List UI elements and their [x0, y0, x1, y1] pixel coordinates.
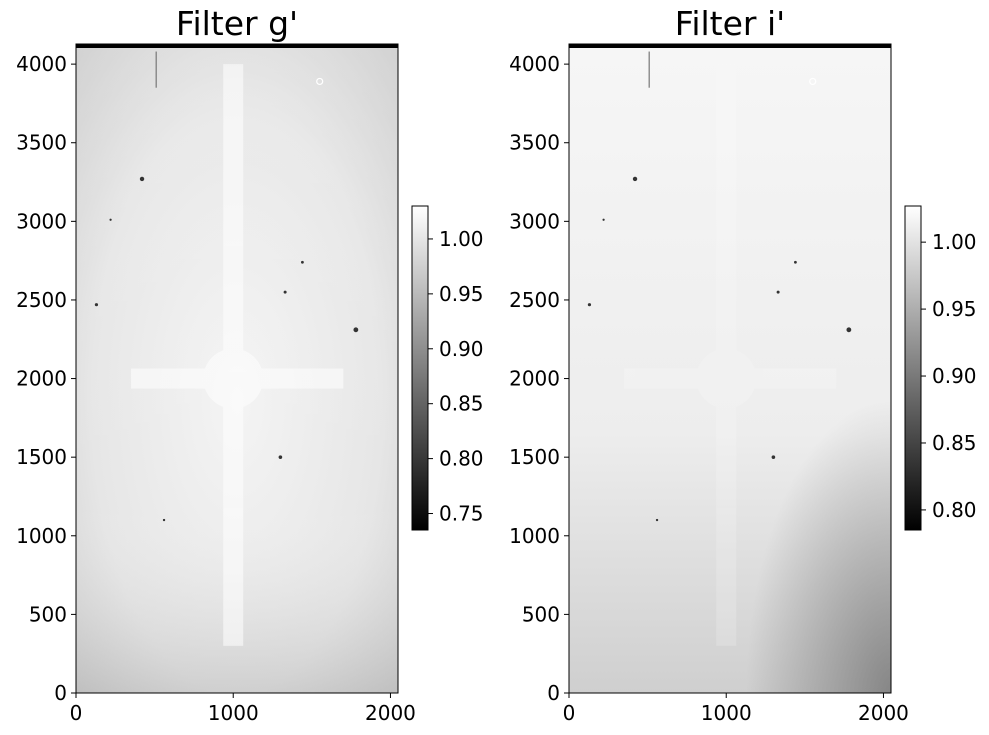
dust-speck	[809, 77, 817, 86]
colorbar-tick-label: 0.75	[439, 502, 484, 526]
dust-speck	[353, 327, 359, 333]
x-tick-label: 0	[70, 701, 83, 725]
colorbar-tick-label: 0.80	[932, 498, 977, 522]
y-tick-label: 3500	[16, 131, 67, 155]
colorbar-tick-label: 1.00	[439, 227, 484, 251]
dust-speck	[776, 290, 780, 294]
detector-edge-band	[76, 44, 398, 48]
y-tick-label: 4000	[16, 52, 67, 76]
y-tick-label: 1500	[16, 445, 67, 469]
y-tick-label: 2500	[16, 288, 67, 312]
dust-speck	[139, 176, 145, 182]
detector-edge-band	[569, 44, 891, 48]
axes-frame	[75, 43, 399, 694]
dust-speck	[278, 455, 283, 459]
dust-speck	[846, 327, 852, 333]
dust-speck	[316, 77, 324, 86]
x-tick-label: 2000	[365, 701, 416, 725]
dust-speck	[771, 455, 776, 459]
colorbar-tick-label: 1.00	[932, 230, 977, 254]
dust-speck	[283, 290, 287, 294]
x-tick-label: 1000	[701, 701, 752, 725]
y-tick-label: 0	[54, 681, 67, 705]
heatmap-image-i	[569, 44, 891, 693]
y-tick-label: 2500	[509, 288, 560, 312]
dust-speck	[94, 303, 99, 307]
x-tick-label: 1000	[208, 701, 259, 725]
dust-speck	[109, 218, 112, 221]
x-tick-label: 2000	[858, 701, 909, 725]
colorbar-tick-label: 0.80	[439, 447, 484, 471]
colorbar-tick-label: 0.95	[932, 297, 977, 321]
chart-title: Filter i'	[675, 4, 785, 43]
x-tick-label: 0	[563, 701, 576, 725]
y-tick-label: 500	[522, 602, 560, 626]
flatfield-cross-pattern	[131, 64, 344, 646]
colorbar-tick-label: 0.90	[932, 364, 977, 388]
y-tick-label: 1000	[16, 524, 67, 548]
panel-filter-i: 0 1000 2000 0 500 1000 1500 2000 2500 3000 3500 400…	[509, 4, 976, 725]
dust-speck	[162, 518, 166, 522]
colorbar-tick-label: 0.95	[439, 282, 484, 306]
colorbar	[904, 205, 922, 531]
y-tick-label: 2000	[16, 367, 67, 391]
y-tick-label: 3000	[16, 209, 67, 233]
dust-speck	[794, 260, 797, 264]
dust-speck	[301, 260, 304, 264]
y-tick-label: 1000	[509, 524, 560, 548]
y-tick-label: 500	[29, 602, 67, 626]
axes-frame	[568, 43, 892, 694]
dust-speck	[602, 218, 605, 221]
y-tick-label: 3500	[509, 131, 560, 155]
colorbar	[411, 205, 429, 531]
colorbar-tick-label: 0.85	[932, 431, 977, 455]
dust-speck	[587, 303, 592, 307]
panel-filter-g: 0 1000 2000 0 500 1000 1500 2000 2500 3000 3500 400…	[16, 4, 483, 725]
y-tick-label: 3000	[509, 209, 560, 233]
colorbar-tick-label: 0.90	[439, 337, 484, 361]
heatmap-image-g	[76, 44, 398, 693]
dust-speck	[655, 518, 659, 522]
y-tick-label: 2000	[509, 367, 560, 391]
y-tick-label: 1500	[509, 445, 560, 469]
flatfield-cross-pattern	[624, 64, 837, 646]
dust-speck	[632, 176, 638, 182]
colorbar-tick-label: 0.85	[439, 392, 484, 416]
chart-title: Filter g'	[176, 4, 298, 43]
y-tick-label: 4000	[509, 52, 560, 76]
y-tick-label: 0	[547, 681, 560, 705]
